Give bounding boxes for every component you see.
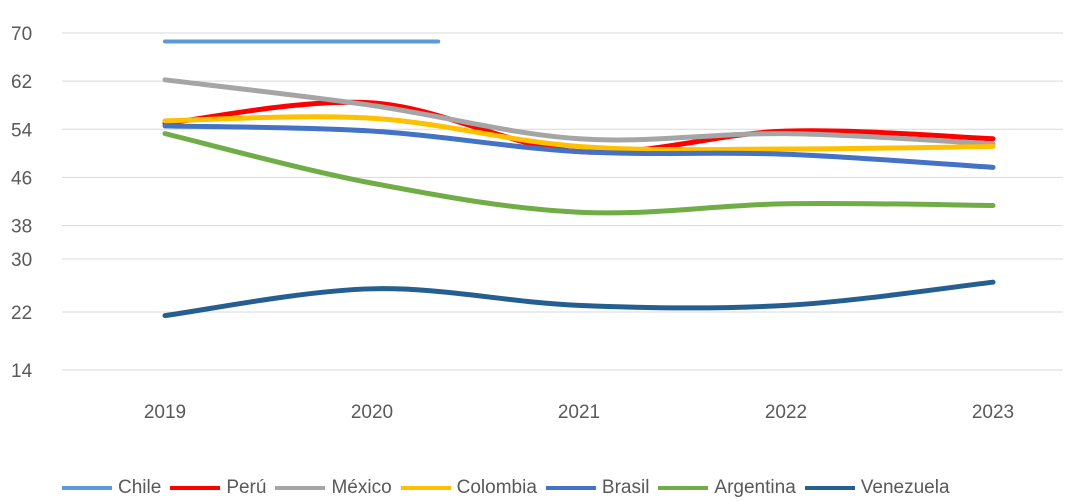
legend-swatch bbox=[62, 486, 112, 490]
x-axis-ticks: 2019 2020 2021 2022 2023 bbox=[144, 402, 1014, 423]
x-tick-label: 2021 bbox=[558, 402, 600, 423]
x-tick-label: 2019 bbox=[144, 402, 186, 423]
y-tick-label: 62 bbox=[11, 72, 32, 93]
legend-swatch bbox=[658, 486, 709, 490]
y-tick-label: 38 bbox=[11, 217, 32, 238]
legend-item: Chile bbox=[62, 477, 161, 499]
legend-swatch bbox=[804, 486, 855, 490]
legend: Chile Perú México Colombia Brasil Argentina Ve… bbox=[62, 475, 959, 501]
legend-label: México bbox=[331, 477, 392, 498]
y-tick-label: 30 bbox=[11, 250, 32, 271]
series-line-colombia bbox=[162, 114, 996, 153]
legend-item: Venezuela bbox=[804, 477, 950, 499]
legend-item: Perú bbox=[170, 477, 266, 499]
legend-swatch bbox=[545, 486, 596, 490]
y-tick-label: 14 bbox=[11, 361, 33, 382]
y-tick-label: 22 bbox=[11, 303, 32, 324]
legend-label: Venezuela bbox=[860, 477, 950, 498]
legend-label: Perú bbox=[226, 477, 267, 498]
legend-label: Colombia bbox=[456, 477, 537, 498]
line-chart: 14 22 30 38 46 54 62 70 2019 2020 2021 2022 2023 bbox=[11, 24, 1063, 423]
x-tick-label: 2020 bbox=[351, 402, 393, 423]
legend-label: Brasil bbox=[601, 477, 650, 498]
legend-swatch bbox=[400, 486, 451, 490]
legend-item: México bbox=[275, 477, 392, 499]
legend-swatch bbox=[275, 486, 326, 490]
y-tick-label: 46 bbox=[11, 168, 32, 189]
legend-label: Argentina bbox=[714, 477, 796, 498]
series-line-méxico bbox=[162, 77, 996, 147]
y-tick-label: 70 bbox=[11, 24, 32, 45]
series-line-argentina bbox=[162, 131, 996, 216]
legend-item: Argentina bbox=[658, 477, 796, 499]
legend-item: Colombia bbox=[400, 477, 537, 499]
series-line-venezuela bbox=[162, 279, 996, 319]
legend-label: Chile bbox=[118, 477, 162, 498]
y-axis-ticks: 14 22 30 38 46 54 62 70 bbox=[11, 24, 33, 382]
legend-swatch bbox=[170, 486, 221, 490]
x-tick-label: 2023 bbox=[972, 402, 1014, 423]
series-line-brasil bbox=[162, 123, 996, 170]
y-tick-label: 54 bbox=[11, 120, 33, 141]
series-lines bbox=[162, 39, 996, 319]
x-tick-label: 2022 bbox=[765, 402, 807, 423]
legend-item: Brasil bbox=[545, 477, 650, 499]
